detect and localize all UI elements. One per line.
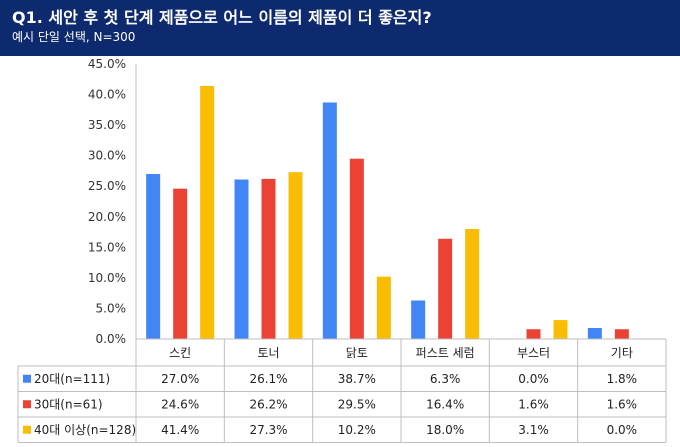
bar-2-3	[349, 158, 364, 339]
data-label: 16.4%	[426, 397, 464, 411]
data-label: 1.6%	[607, 397, 638, 411]
chart-header: Q1. 세안 후 첫 단계 제품으로 어느 이름의 제품이 더 좋은지? 예시 …	[0, 0, 680, 56]
legend-key-2	[23, 400, 31, 409]
data-label: 1.8%	[607, 372, 638, 386]
data-label: 1.6%	[518, 397, 549, 411]
bar-1-2	[234, 179, 249, 339]
data-label: 41.4%	[161, 423, 199, 437]
data-label: 0.0%	[518, 372, 549, 386]
bar-1-6	[587, 328, 602, 339]
bar-2-1	[173, 188, 188, 339]
bar-3-3	[376, 276, 391, 339]
data-label: 18.0%	[426, 423, 464, 437]
series-name: 40대 이상(n=128)	[34, 423, 136, 437]
data-label: 38.7%	[338, 372, 376, 386]
chart-title: Q1. 세안 후 첫 단계 제품으로 어느 이름의 제품이 더 좋은지?	[12, 8, 432, 27]
bar-2-5	[526, 329, 541, 339]
y-tick-label: 25.0%	[88, 179, 126, 193]
data-label: 27.0%	[161, 372, 199, 386]
y-tick-label: 5.0%	[96, 301, 127, 315]
y-tick-label: 45.0%	[88, 57, 126, 71]
category-label: 스킨	[169, 346, 191, 360]
y-tick-label: 35.0%	[88, 118, 126, 132]
y-tick-label: 15.0%	[88, 240, 126, 254]
bar-chart-with-data-table: 0.0% 5.0% 10.0% 15.0% 20.0% 25.0% 30.0% 35.0% 40…	[17, 57, 667, 443]
series-name: 30대(n=61)	[34, 397, 103, 411]
category-label: 퍼스트 세럼	[416, 346, 475, 360]
data-label: 26.1%	[249, 372, 287, 386]
data-label: 26.2%	[249, 397, 287, 411]
chart-subtitle: 예시 단일 선택, N=300	[12, 30, 136, 44]
data-label: 29.5%	[338, 397, 376, 411]
category-label: 토너	[257, 346, 279, 360]
data-label: 27.3%	[249, 423, 287, 437]
y-tick-label: 10.0%	[88, 271, 126, 285]
legend-key-1	[23, 374, 31, 383]
data-label: 6.3%	[430, 372, 461, 386]
bar-1-4	[411, 300, 426, 339]
data-label: 3.1%	[518, 423, 549, 437]
category-label: 닭토	[346, 346, 368, 360]
series-name: 20대(n=111)	[34, 372, 110, 386]
category-label: 부스터	[517, 346, 550, 360]
category-label: 기타	[611, 346, 633, 360]
bar-1-1	[146, 174, 161, 339]
y-tick-label: 20.0%	[88, 210, 126, 224]
legend-key-3	[23, 425, 31, 434]
data-label: 0.0%	[607, 423, 638, 437]
data-label: 10.2%	[338, 423, 376, 437]
bar-2-2	[261, 178, 276, 339]
y-tick-label: 0.0%	[96, 332, 127, 346]
data-label: 24.6%	[161, 397, 199, 411]
bar-3-2	[288, 172, 303, 339]
y-tick-label: 30.0%	[88, 149, 126, 163]
bar-2-6	[614, 329, 629, 339]
bar-3-1	[200, 86, 215, 339]
y-tick-label: 40.0%	[88, 88, 126, 102]
bar-2-4	[438, 238, 453, 339]
bar-3-5	[553, 320, 568, 339]
bar-1-3	[322, 102, 337, 339]
bar-3-4	[465, 229, 480, 339]
